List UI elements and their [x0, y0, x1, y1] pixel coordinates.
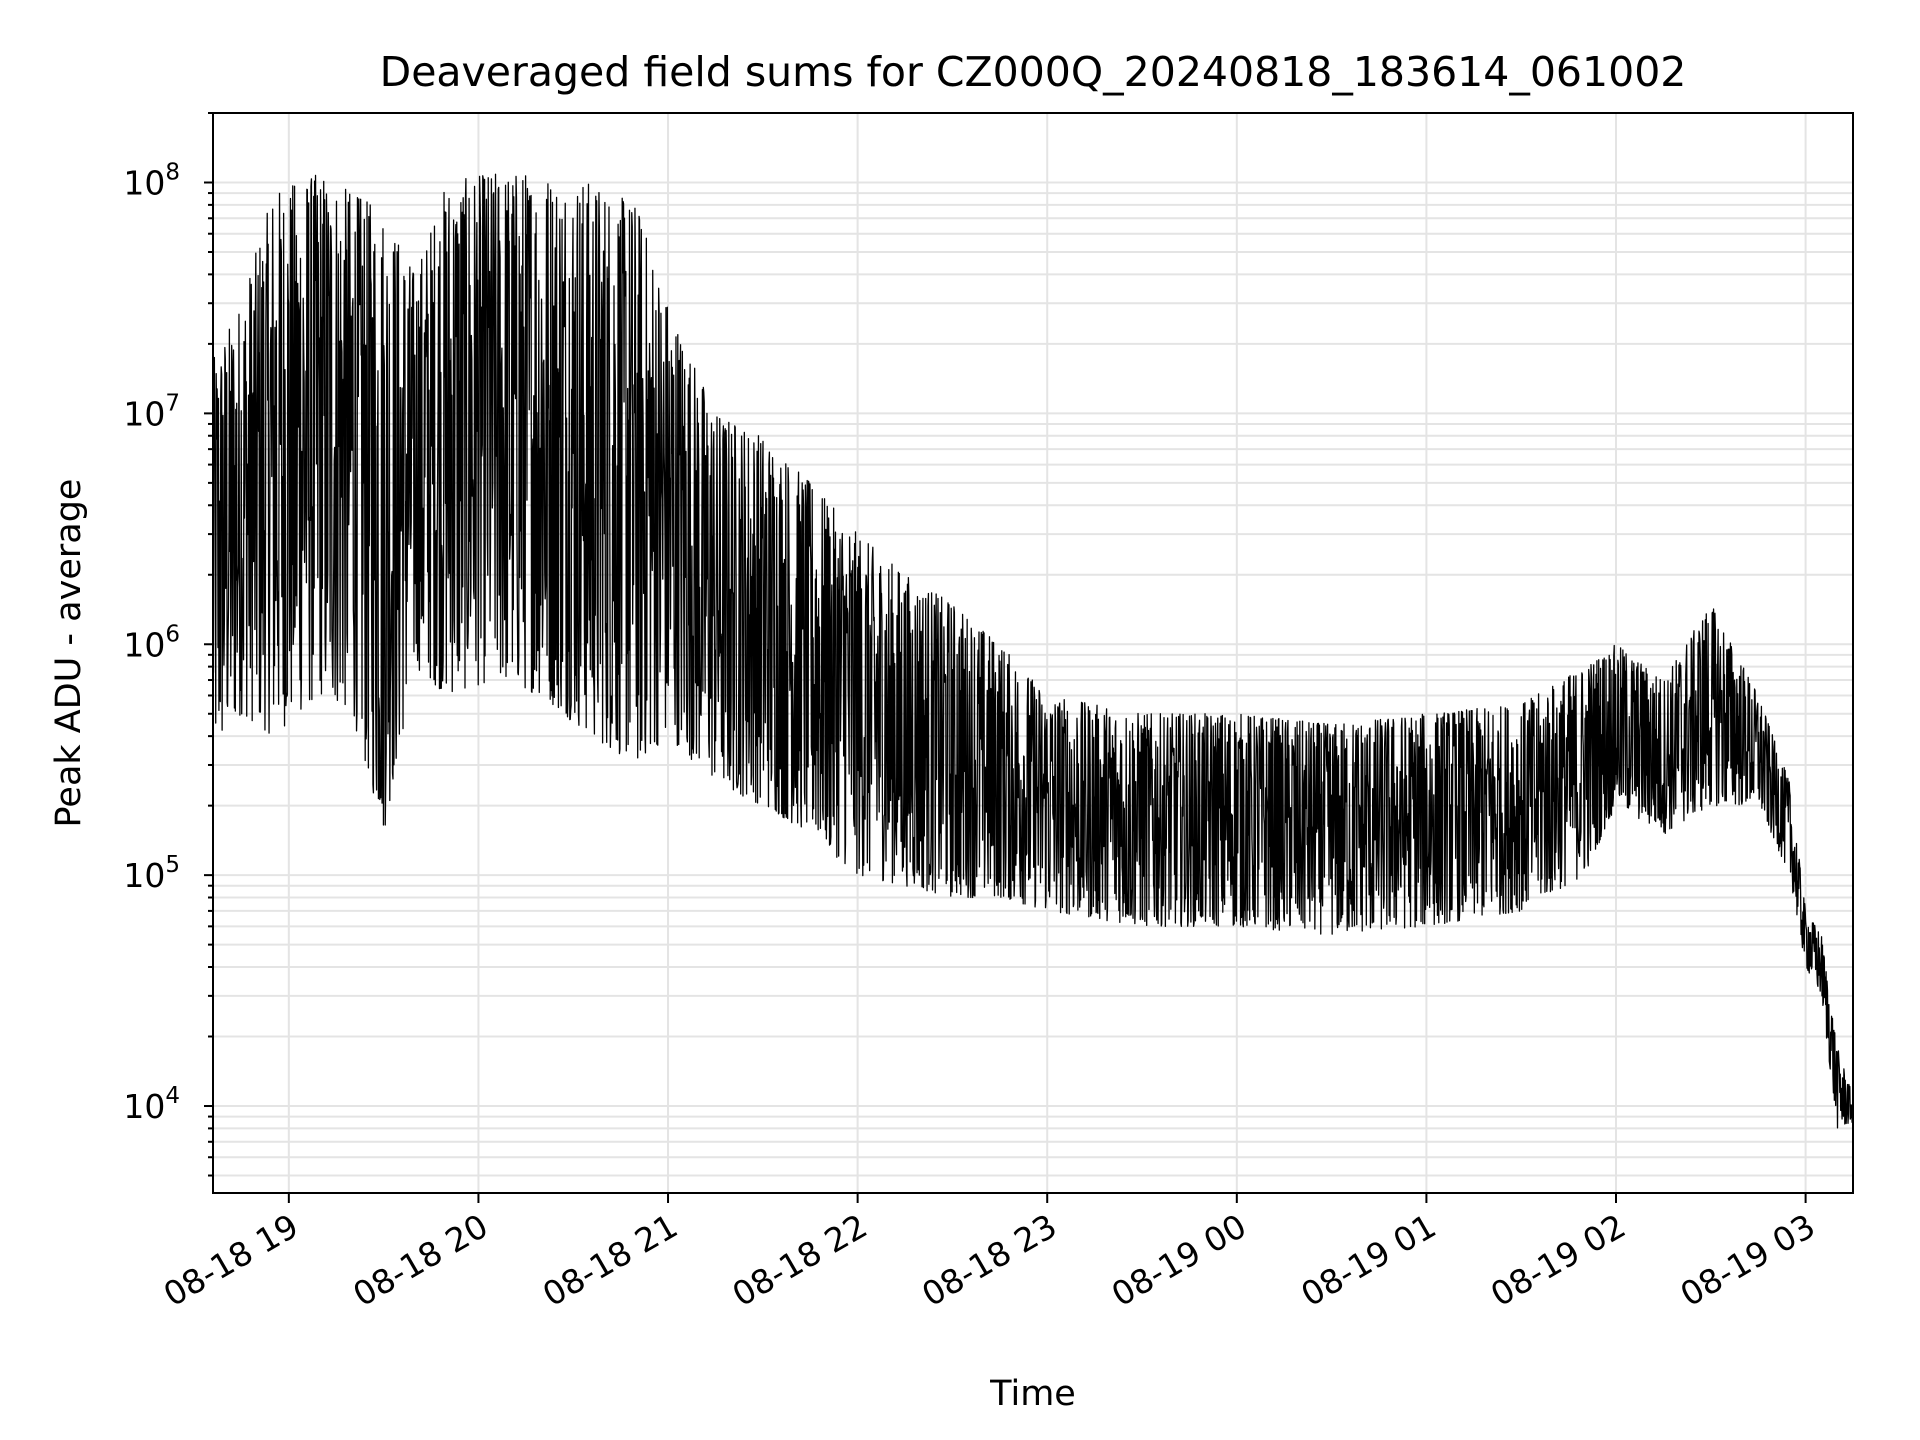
x-tick-label: 08-18 20	[346, 1206, 494, 1314]
x-tick-label: 08-19 02	[1484, 1206, 1632, 1314]
x-tick-label: 08-19 00	[1105, 1206, 1253, 1314]
x-axis: 08-18 19 08-18 20 08-18 21 08-18 22 08-18 23…	[157, 1193, 1822, 1314]
y-axis-label: Peak ADU - average	[49, 479, 89, 828]
plot-frame	[212, 112, 1854, 1194]
x-tick-label: 08-18 22	[726, 1206, 874, 1314]
x-tick-label: 08-18 23	[915, 1206, 1063, 1314]
y-tick-label: 108	[123, 160, 180, 203]
x-tick-label: 08-18 21	[536, 1206, 684, 1314]
chart-title: Deaveraged field sums for CZ000Q_2024081…	[380, 48, 1687, 96]
y-tick-label: 107	[123, 390, 180, 433]
x-axis-label: Time	[989, 1374, 1076, 1414]
y-tick-label: 105	[123, 852, 180, 895]
x-tick-label: 08-19 03	[1674, 1206, 1822, 1314]
x-tick-label: 08-18 19	[157, 1206, 305, 1314]
y-tick-label: 106	[123, 621, 180, 664]
x-tick-label: 08-19 01	[1294, 1206, 1442, 1314]
series-layer	[212, 173, 1854, 1129]
y-axis: 104 105 106 107 108	[123, 112, 213, 1177]
y-tick-label: 104	[123, 1083, 180, 1126]
series-line	[212, 173, 1854, 1129]
